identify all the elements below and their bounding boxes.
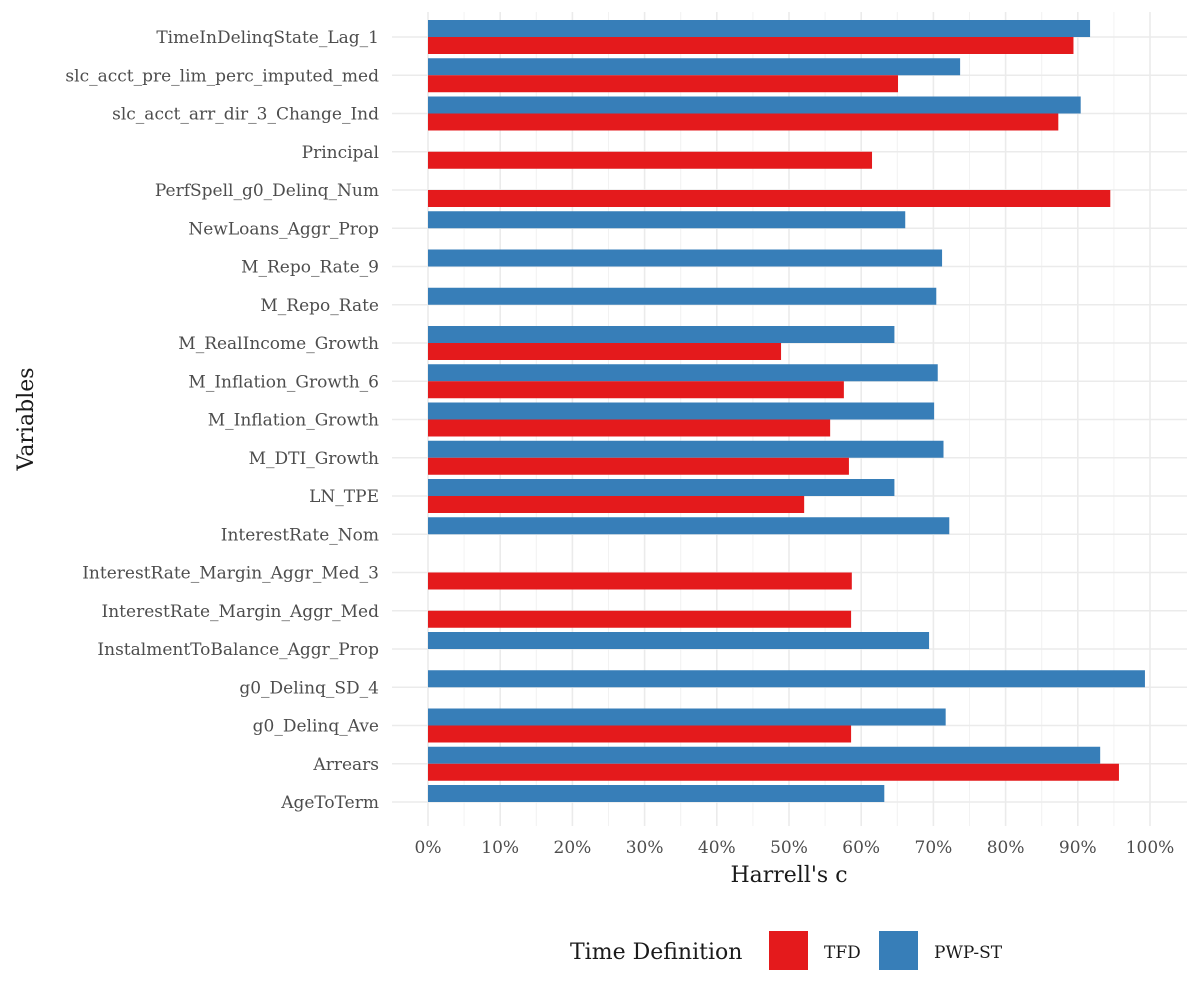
bar-tfd xyxy=(428,151,873,169)
bar-tfd xyxy=(428,610,852,628)
y-tick-label: InterestRate_Margin_Aggr_Med_3 xyxy=(82,564,379,584)
x-tick-label: 10% xyxy=(481,838,519,858)
bar-pwp-st xyxy=(428,364,938,382)
bar-pwp-st xyxy=(428,211,906,229)
y-tick-label: InterestRate_Nom xyxy=(221,525,379,545)
bars-layer xyxy=(428,20,1145,802)
bar-pwp-st xyxy=(428,632,930,649)
x-tick-label: 80% xyxy=(987,838,1025,858)
x-tick-label: 70% xyxy=(915,838,953,858)
legend-label-tfd: TFD xyxy=(824,943,861,963)
bar-pwp-st xyxy=(428,746,1101,764)
bar-pwp-st xyxy=(428,402,935,420)
bar-tfd xyxy=(428,75,899,93)
bar-pwp-st xyxy=(428,785,885,802)
y-tick-label: M_DTI_Growth xyxy=(249,449,379,469)
x-tick-label: 60% xyxy=(842,838,880,858)
x-axis-tick-labels: 0% 10% 20% 30% 40% 50% 60% 70% 80% 90% 100% xyxy=(415,838,1175,858)
legend-key-pwp-st xyxy=(879,931,918,970)
x-tick-label: 20% xyxy=(554,838,592,858)
x-tick-label: 0% xyxy=(415,838,442,858)
y-tick-label: NewLoans_Aggr_Prop xyxy=(188,219,379,239)
y-tick-label: M_Repo_Rate xyxy=(260,296,379,316)
bar-pwp-st xyxy=(428,479,895,496)
bar-pwp-st xyxy=(428,96,1081,114)
y-tick-label: AgeToTerm xyxy=(280,793,379,813)
y-tick-label: M_Inflation_Growth_6 xyxy=(188,372,379,392)
x-tick-label: 40% xyxy=(698,838,736,858)
bar-tfd xyxy=(428,419,831,437)
x-axis-title: Harrell's c xyxy=(730,863,847,888)
y-tick-label: slc_acct_arr_dir_3_Change_Ind xyxy=(112,105,379,125)
bar-tfd xyxy=(428,763,1119,781)
bar-tfd xyxy=(428,343,782,360)
bar-tfd xyxy=(428,572,852,590)
y-tick-label: g0_Delinq_Ave xyxy=(253,717,379,737)
x-tick-label: 90% xyxy=(1059,838,1097,858)
x-tick-label: 30% xyxy=(626,838,664,858)
bar-pwp-st xyxy=(428,249,943,267)
legend-label-pwp-st: PWP-ST xyxy=(934,943,1003,963)
y-tick-label: M_Repo_Rate_9 xyxy=(241,258,379,278)
legend: Time Definition TFD PWP-ST xyxy=(570,931,1003,970)
y-tick-label: Arrears xyxy=(312,755,379,775)
legend-key-tfd xyxy=(769,931,808,970)
bar-tfd xyxy=(428,496,805,513)
bar-tfd xyxy=(428,457,849,475)
bar-tfd xyxy=(428,190,1111,207)
legend-title: Time Definition xyxy=(570,940,742,965)
y-tick-label: M_RealIncome_Growth xyxy=(178,334,379,354)
y-tick-label: InterestRate_Margin_Aggr_Med xyxy=(102,602,380,622)
bar-tfd xyxy=(428,113,1059,131)
bar-tfd xyxy=(428,37,1074,54)
y-tick-label: TimeInDelinqState_Lag_1 xyxy=(156,28,379,48)
bar-pwp-st xyxy=(428,708,946,726)
y-tick-label: M_Inflation_Growth xyxy=(208,411,379,431)
bar-pwp-st xyxy=(428,440,944,458)
y-tick-label: PerfSpell_g0_Delinq_Num xyxy=(155,181,379,201)
bar-pwp-st xyxy=(428,58,961,76)
y-tick-label: Principal xyxy=(302,143,379,163)
x-tick-label: 100% xyxy=(1126,838,1175,858)
bar-pwp-st xyxy=(428,326,895,343)
bar-pwp-st xyxy=(428,517,950,535)
y-tick-label: g0_Delinq_SD_4 xyxy=(239,678,379,698)
bar-pwp-st xyxy=(428,287,937,305)
y-tick-label: LN_TPE xyxy=(309,487,379,507)
y-axis-tick-labels: TimeInDelinqState_Lag_1 slc_acct_pre_lim_… xyxy=(65,28,379,813)
y-tick-label: InstalmentToBalance_Aggr_Prop xyxy=(97,640,379,660)
y-axis-title: Variables xyxy=(14,367,39,471)
y-tick-label: slc_acct_pre_lim_perc_imputed_med xyxy=(65,66,379,86)
x-tick-label: 50% xyxy=(770,838,808,858)
bar-pwp-st xyxy=(428,670,1145,688)
bar-tfd xyxy=(428,381,844,399)
bar-tfd xyxy=(428,725,852,743)
bar-pwp-st xyxy=(428,20,1091,37)
